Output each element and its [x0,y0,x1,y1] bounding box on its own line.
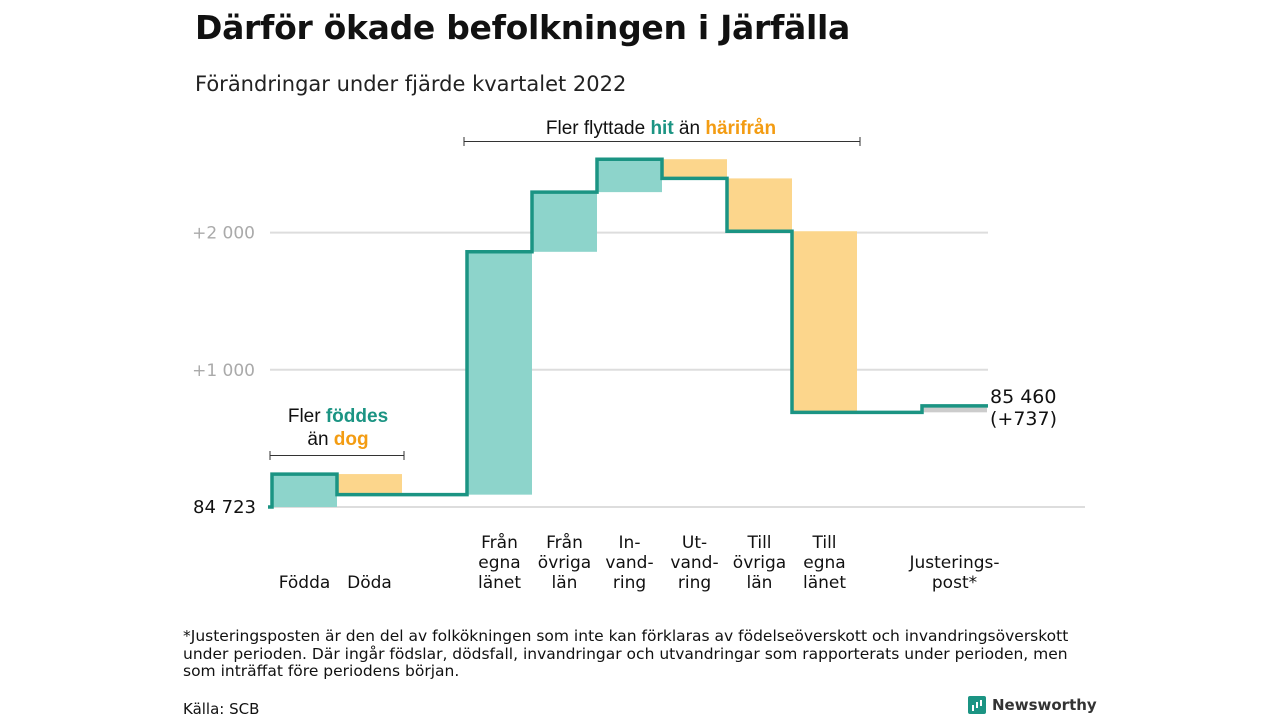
category-label: post* [932,573,977,593]
category-label: Från [546,532,583,553]
category-label: övriga [538,553,591,573]
category-label: övriga [733,553,786,573]
end-value-label: 85 460 [990,386,1056,408]
waterfall-bar [467,251,532,495]
category-label: egna [478,553,520,573]
births-annotation-line1: Fler föddes [288,406,388,427]
category-label: länet [803,573,846,593]
category-label: In- [619,533,641,553]
category-label: ring [678,573,711,593]
category-label: länet [478,573,521,593]
end-change-label: (+737) [990,408,1057,430]
births-annotation-line2: än dog [307,429,368,450]
footnote: *Justeringsposten är den del av folkökni… [183,627,1069,680]
migration-annotation: Fler flyttade hit än härifrån [546,118,776,139]
y-tick-label: +1 000 [192,361,255,381]
category-label: egna [803,553,845,573]
y-tick-label: +2 000 [192,224,255,244]
waterfall-bar [532,192,597,252]
category-label: Ut- [682,533,707,553]
category-label: vand- [670,553,718,573]
waterfall-bar [792,231,857,413]
brand-logo: Newsworthy [968,696,1097,714]
category-label: Döda [347,573,392,593]
cumulative-step-line [268,157,988,509]
category-label: ring [613,573,646,593]
bar-chart-icon [968,696,986,714]
category-label: Till [746,533,771,553]
category-label: Födda [279,573,331,593]
category-label: län [747,573,773,593]
category-label: Från [481,532,518,553]
waterfall-bar [597,159,662,193]
births-bracket [269,451,405,460]
waterfall-bar [337,474,402,495]
waterfall-bar [272,474,337,507]
waterfall-bar [727,178,792,232]
waterfall-bar [922,405,987,413]
start-value-label: 84 723 [193,497,256,518]
category-label: vand- [605,553,653,573]
chart-title: Därför ökade befolkningen i Järfälla [195,8,851,47]
brand-name: Newsworthy [992,696,1097,714]
chart-subtitle: Förändringar under fjärde kvartalet 2022 [195,72,627,96]
category-label: Till [811,533,836,553]
waterfall-bar [662,159,727,179]
category-label: Justerings- [908,553,999,573]
source-label: Källa: SCB [183,700,260,718]
migration-bracket [463,137,861,146]
category-label: län [552,573,578,593]
